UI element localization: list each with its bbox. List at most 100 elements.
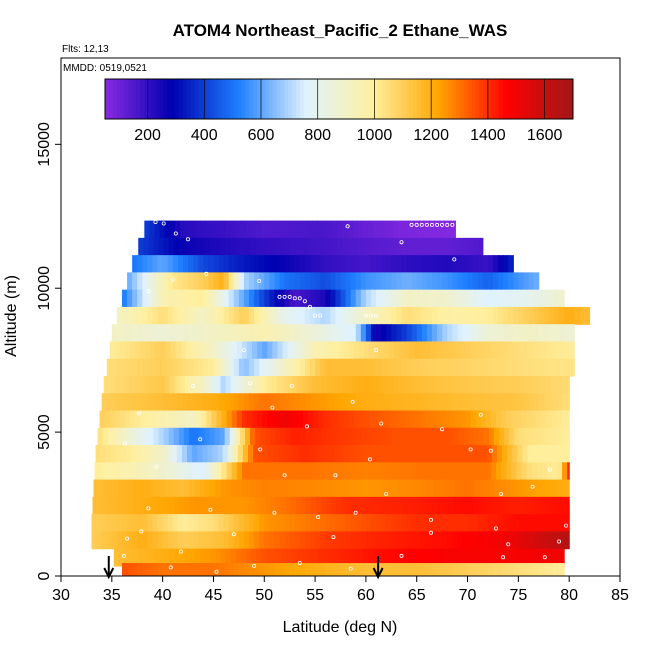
colorbar-swatch (296, 79, 301, 119)
colorbar-swatch (151, 79, 157, 119)
heatmap-cell (182, 289, 189, 308)
heatmap-cell (264, 306, 270, 325)
heatmap-cell (186, 410, 192, 429)
heatmap-cell (503, 255, 509, 273)
heatmap-cell (462, 306, 469, 325)
heatmap-cell (252, 462, 258, 481)
heatmap-cell (579, 306, 586, 325)
heatmap-cell (118, 375, 125, 394)
colorbar-swatch (179, 79, 184, 119)
heatmap-cell (407, 237, 414, 256)
heatmap-cell (203, 255, 209, 273)
heatmap-cell (241, 410, 248, 429)
colorbar-swatch (545, 79, 551, 119)
heatmap-cell (167, 324, 174, 343)
heatmap-cell (477, 514, 484, 532)
heatmap-cell (243, 306, 250, 325)
heatmap-cell (350, 393, 357, 412)
heatmap-cell (491, 445, 498, 463)
heatmap-cell (177, 358, 184, 377)
heatmap-cell (350, 306, 357, 325)
heatmap-cell (448, 496, 454, 515)
colorbar-swatch (362, 79, 367, 119)
heatmap-cell (213, 306, 220, 325)
y-tick-label: 10000 (36, 266, 53, 311)
sample-point (318, 313, 323, 318)
heatmap-cell (319, 445, 325, 463)
heatmap-cell (411, 563, 418, 576)
flights-label: Flts: 12,13 (62, 44, 109, 55)
heatmap-cell (528, 324, 535, 343)
heatmap-cell (153, 237, 160, 256)
sample-point (468, 447, 473, 452)
heatmap-cell (508, 393, 514, 412)
heatmap-cell (253, 445, 259, 463)
heatmap-cell (385, 445, 391, 463)
heatmap-cell (470, 341, 477, 360)
heatmap-cell (281, 220, 288, 239)
heatmap-cell (370, 514, 377, 532)
heatmap-cell (534, 496, 541, 515)
heatmap-cell (386, 563, 392, 576)
heatmap-cell (378, 220, 384, 239)
colorbar-swatch (553, 79, 558, 119)
heatmap-cell (252, 341, 258, 360)
heatmap-cell (537, 445, 544, 463)
heatmap-cell (416, 531, 423, 550)
heatmap-cell (155, 341, 162, 360)
heatmap-cell (538, 393, 545, 412)
heatmap-cell (160, 462, 167, 481)
heatmap-cell (164, 220, 171, 239)
heatmap-cell (310, 531, 316, 550)
heatmap-cell (416, 358, 423, 377)
heatmap-cell (281, 548, 288, 567)
heatmap-cell (234, 496, 241, 515)
heatmap-cell (400, 445, 407, 463)
heatmap-cell (129, 548, 135, 567)
heatmap-cell (185, 479, 191, 498)
heatmap-cell (411, 358, 418, 377)
heatmap-cell (132, 531, 138, 550)
heatmap-cell (504, 496, 510, 515)
heatmap-cell (401, 255, 408, 273)
heatmap-cell (142, 289, 148, 308)
heatmap-cell (548, 393, 555, 412)
heatmap-cell (562, 341, 568, 360)
heatmap-cell (352, 220, 359, 239)
colorbar-swatch (487, 79, 492, 119)
heatmap-cell (514, 427, 520, 446)
heatmap-cell (243, 324, 250, 343)
heatmap-cell (422, 427, 429, 446)
heatmap-cell (193, 306, 199, 325)
heatmap-cell (291, 375, 298, 394)
heatmap-cell (421, 393, 428, 412)
colorbar-swatch (288, 79, 293, 119)
heatmap-cell (284, 255, 291, 273)
heatmap-cell (318, 341, 324, 360)
heatmap-cell (469, 479, 476, 498)
heatmap-cell (128, 496, 134, 515)
heatmap-cell (350, 358, 357, 377)
sample-point (414, 222, 419, 227)
heatmap-cell (334, 445, 341, 463)
colorbar-swatch (284, 79, 289, 119)
heatmap-cell (392, 237, 399, 256)
heatmap-cell (299, 289, 306, 308)
heatmap-cell (401, 272, 408, 291)
heatmap-cell (321, 237, 327, 256)
heatmap-cell (243, 514, 250, 532)
heatmap-cell (351, 237, 358, 256)
heatmap-cell (208, 272, 215, 291)
heatmap-cell (361, 427, 368, 446)
heatmap-cell (249, 531, 255, 550)
heatmap-cell (315, 358, 321, 377)
heatmap-cell (325, 393, 331, 412)
heatmap-cell (551, 462, 558, 481)
heatmap-cell (299, 255, 306, 273)
heatmap-cell (177, 393, 184, 412)
colorbar-swatch (366, 79, 371, 119)
heatmap-cell (542, 445, 549, 463)
heatmap-cell (487, 393, 494, 412)
heatmap-cell (310, 289, 316, 308)
heatmap-cell (124, 548, 130, 567)
